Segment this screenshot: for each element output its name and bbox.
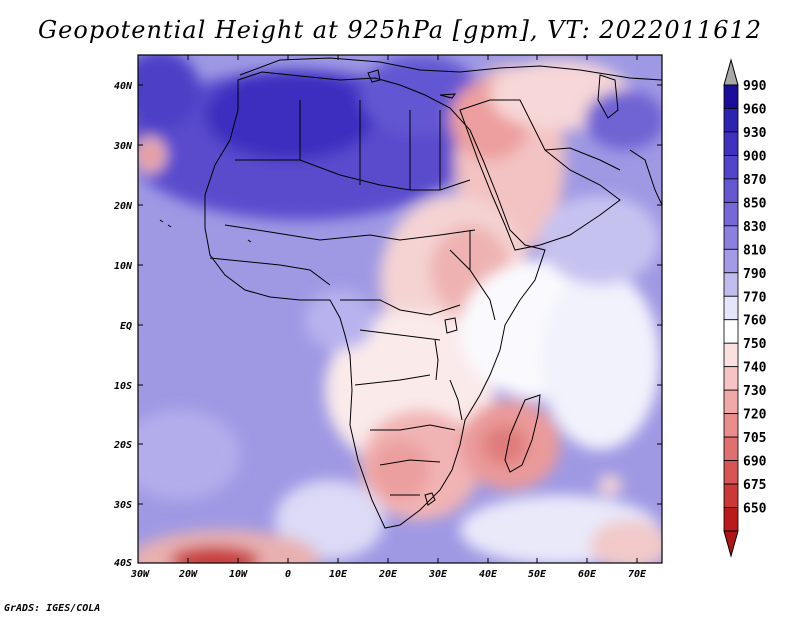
height-field	[138, 55, 662, 563]
chart-title: Geopotential Height at 925hPa [gpm], VT:…	[38, 16, 762, 44]
colorbar-label: 830	[743, 220, 767, 235]
lat-label-20s: 20S	[113, 440, 132, 451]
colorbar-label: 790	[743, 267, 767, 282]
colorbar-box	[723, 272, 739, 297]
lon-label-60e: 60E	[578, 569, 597, 580]
atlantic-islands	[159, 219, 252, 243]
colorbar-box	[723, 248, 739, 274]
caspian	[597, 74, 619, 119]
lat-label-30n: 30N	[113, 141, 133, 152]
credit-text: GrADS: IGES/COLA	[4, 603, 101, 614]
colorbar-box	[723, 389, 739, 415]
colorbar-label: 960	[743, 102, 767, 117]
plot-frame	[137, 54, 663, 564]
border-north	[299, 100, 441, 190]
africa-coastline	[204, 71, 546, 529]
longitude-axis: 30W 20W 10W 0 10E 20E 30E 40E 50E 60E 70…	[130, 55, 647, 580]
gulf-coast	[544, 147, 621, 171]
colorbar-box	[723, 84, 739, 109]
colorbar-label: 810	[743, 243, 767, 258]
colorbar-label: 720	[743, 408, 767, 423]
europe-coast	[239, 57, 662, 81]
colorbar-box	[723, 342, 739, 368]
coastlines	[159, 57, 662, 529]
colorbar-label: 930	[743, 126, 767, 141]
border-east	[449, 230, 496, 321]
lon-label-40e: 40E	[479, 569, 498, 580]
lesotho	[424, 492, 436, 506]
colorbar-box	[723, 295, 739, 321]
colorbar-box	[723, 155, 739, 180]
border-central	[340, 299, 461, 386]
colorbar-box	[723, 201, 739, 227]
lat-label-30s: 30S	[113, 500, 132, 511]
rift-lakes	[434, 339, 463, 421]
lon-label-10e: 10E	[329, 569, 348, 580]
lon-label-50e: 50E	[528, 569, 547, 580]
colorbar-box	[723, 178, 739, 203]
colorbar-box	[723, 507, 739, 532]
madagascar-coastline	[504, 394, 541, 473]
colorbar-box	[723, 460, 739, 485]
colorbar-label: 900	[743, 149, 767, 164]
lake-victoria	[444, 317, 458, 334]
colorbar-box	[723, 436, 739, 461]
colorbar-label: 690	[743, 455, 767, 470]
colorbar-box	[723, 483, 739, 508]
lat-label-20n: 20N	[113, 201, 133, 212]
colorbar-label: 850	[743, 196, 767, 211]
latitude-axis: 40N 30N 20N 10N EQ 10S 20S 30S 40S	[113, 81, 662, 569]
field-sahara-core	[205, 70, 375, 160]
lat-label-eq: EQ	[120, 321, 132, 332]
colorbar-label: 675	[743, 478, 766, 493]
colorbar-label: 750	[743, 337, 767, 352]
lon-label-30e: 30E	[428, 569, 448, 580]
lat-label-10s: 10S	[114, 381, 132, 392]
border-west	[209, 257, 331, 286]
colorbar-label: 770	[743, 290, 767, 305]
colorbar-box	[723, 131, 739, 156]
colorbar-under-arrow	[723, 530, 739, 558]
india-coast	[629, 149, 662, 206]
colorbar-over-arrow	[723, 58, 739, 86]
colorbar-label: 990	[743, 79, 767, 94]
colorbar-box	[723, 413, 739, 438]
colorbar-label: 870	[743, 173, 767, 188]
colorbar-label: 705	[743, 431, 766, 446]
colorbar-box	[723, 225, 739, 250]
colorbar-box	[723, 319, 739, 344]
lon-label-70e: 70E	[628, 569, 647, 580]
colorbar-box	[723, 366, 739, 391]
lat-label-40n: 40N	[114, 81, 133, 92]
colorbar: 990 960 930 900 870 850 830 810 790 770 760 750 740 7…	[723, 58, 767, 558]
colorbar-label: 760	[743, 314, 767, 329]
border-south	[370, 424, 456, 496]
lat-label-10n: 10N	[114, 261, 133, 272]
lat-label-40s: 40S	[114, 558, 132, 569]
lon-label-30w: 30W	[130, 569, 150, 580]
lon-label-20w: 20W	[178, 569, 198, 580]
colorbar-label: 730	[743, 384, 767, 399]
colorbar-box	[723, 108, 739, 133]
lon-label-20e: 20E	[378, 569, 398, 580]
lon-label-10w: 10W	[229, 569, 248, 580]
lon-label-0: 0	[285, 569, 291, 580]
border-sahel	[224, 224, 476, 241]
colorbar-label: 740	[743, 361, 767, 376]
arabia-coastline	[459, 99, 621, 251]
med-islands	[367, 69, 457, 99]
colorbar-label: 650	[743, 502, 767, 517]
